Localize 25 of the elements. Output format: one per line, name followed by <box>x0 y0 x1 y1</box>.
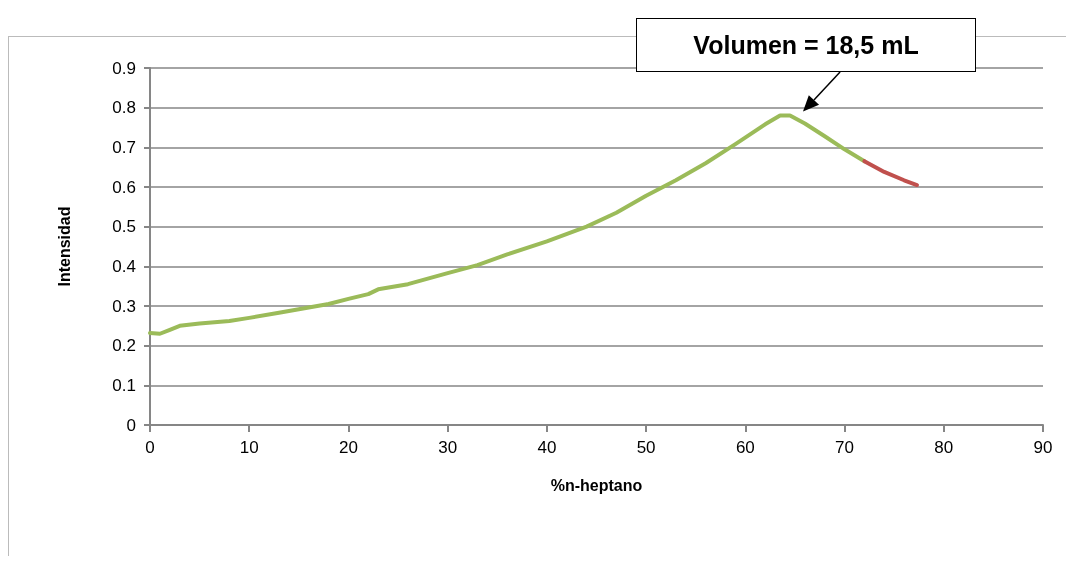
x-tick-label: 50 <box>636 438 656 457</box>
y-tick-label: 0 <box>126 415 136 435</box>
y-tick-label: 0.2 <box>112 336 136 356</box>
line-series <box>862 159 919 188</box>
x-tick-label: 90 <box>1033 438 1053 457</box>
x-tick-label: 0 <box>145 438 155 457</box>
x-tick-label: 60 <box>735 438 755 457</box>
y-axis-title: Intensidad <box>55 206 73 287</box>
x-tick-label: 20 <box>338 438 358 457</box>
x-axis-title: %n-heptano <box>550 476 643 494</box>
y-tick-label: 0.9 <box>112 58 136 78</box>
x-tick-label: 40 <box>537 438 557 457</box>
y-tick-label: 0.3 <box>112 296 136 316</box>
y-tick-label: 0.6 <box>112 177 136 197</box>
x-tick-label: 10 <box>239 438 259 457</box>
callout-box: Volumen = 18,5 mL <box>636 18 976 72</box>
x-tick-label: 70 <box>835 438 855 457</box>
y-tick-label: 0.1 <box>112 375 136 395</box>
x-tick-label: 80 <box>934 438 954 457</box>
y-tick-label: 0.5 <box>112 217 136 237</box>
y-tick-label: 0.7 <box>112 137 136 157</box>
y-tick-label: 0.4 <box>112 256 136 276</box>
x-tick-label: 30 <box>438 438 458 457</box>
y-tick-label: 0.8 <box>112 98 136 118</box>
line-series <box>148 113 867 336</box>
